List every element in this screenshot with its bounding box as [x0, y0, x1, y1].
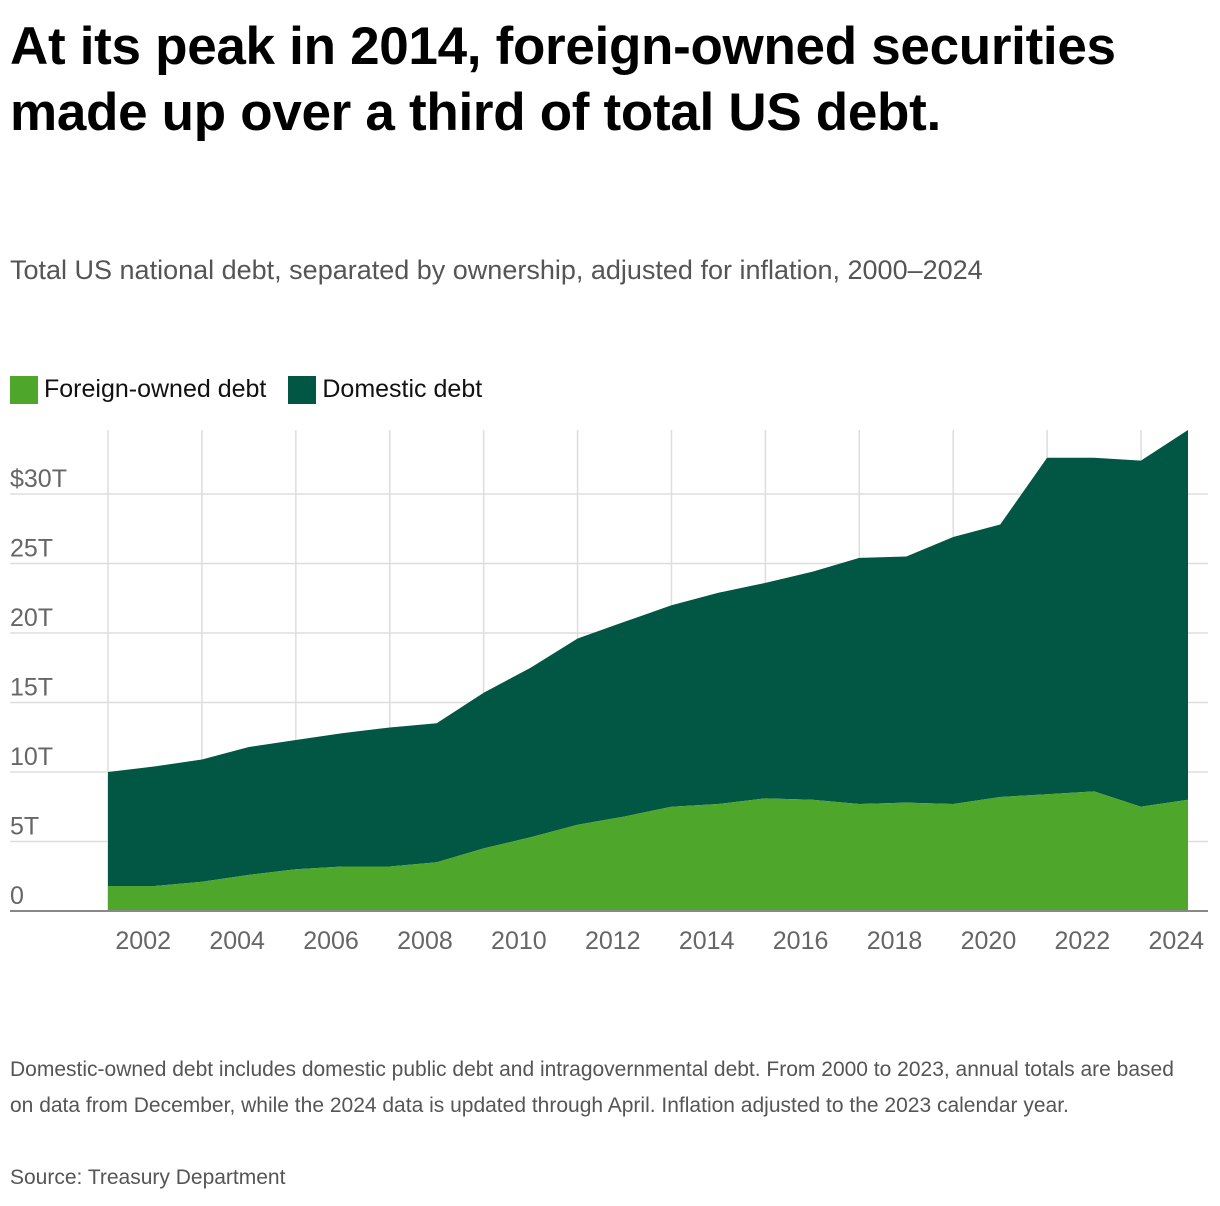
source-note: Source: Treasury Department	[10, 1166, 286, 1189]
y-tick-label: 10T	[10, 743, 53, 771]
x-tick-label: 2010	[491, 927, 547, 955]
foreign-debt-area	[108, 791, 1188, 911]
debt-area-chart: 0 5T 10T 15T 20T 25T $30T 2002 2004 2006 2008 2010 2…	[10, 430, 1208, 955]
label-layer: 0 5T 10T 15T 20T 25T $30T 2002 2004 2006 2008 2010 2…	[10, 465, 1204, 955]
legend: Foreign-owned debt Domestic debt	[10, 375, 504, 404]
legend-label-domestic: Domestic debt	[322, 375, 483, 403]
x-tick-label: 2006	[303, 927, 359, 955]
x-tick-label: 2012	[585, 927, 641, 955]
x-tick-label: 2024	[1148, 927, 1204, 955]
chart-title: At its peak in 2014, foreign-owned secur…	[10, 17, 1116, 142]
x-tick-label: 2020	[961, 927, 1017, 955]
y-tick-label: 15T	[10, 673, 53, 701]
footnote: Domestic-owned debt includes domestic pu…	[10, 1058, 1174, 1117]
x-tick-label: 2002	[115, 927, 171, 955]
x-tick-label: 2008	[397, 927, 453, 955]
legend-item-foreign: Foreign-owned debt	[10, 375, 266, 404]
y-tick-label: $30T	[10, 465, 67, 493]
legend-label-foreign: Foreign-owned debt	[44, 375, 267, 403]
x-tick-label: 2014	[679, 927, 735, 955]
chart-subtitle: Total US national debt, separated by own…	[10, 255, 983, 285]
legend-swatch-domestic	[288, 375, 317, 404]
x-tick-label: 2018	[867, 927, 923, 955]
x-tick-label: 2022	[1055, 927, 1111, 955]
y-tick-label: 0	[10, 882, 24, 910]
legend-swatch-foreign	[10, 375, 38, 404]
y-tick-label: 20T	[10, 604, 53, 632]
y-tick-label: 5T	[10, 812, 39, 840]
y-tick-label: 25T	[10, 534, 53, 562]
x-tick-label: 2004	[209, 927, 265, 955]
x-tick-label: 2016	[773, 927, 829, 955]
domestic-debt-area	[108, 430, 1188, 886]
area-layer	[108, 430, 1188, 911]
legend-item-domestic: Domestic debt	[288, 375, 482, 404]
